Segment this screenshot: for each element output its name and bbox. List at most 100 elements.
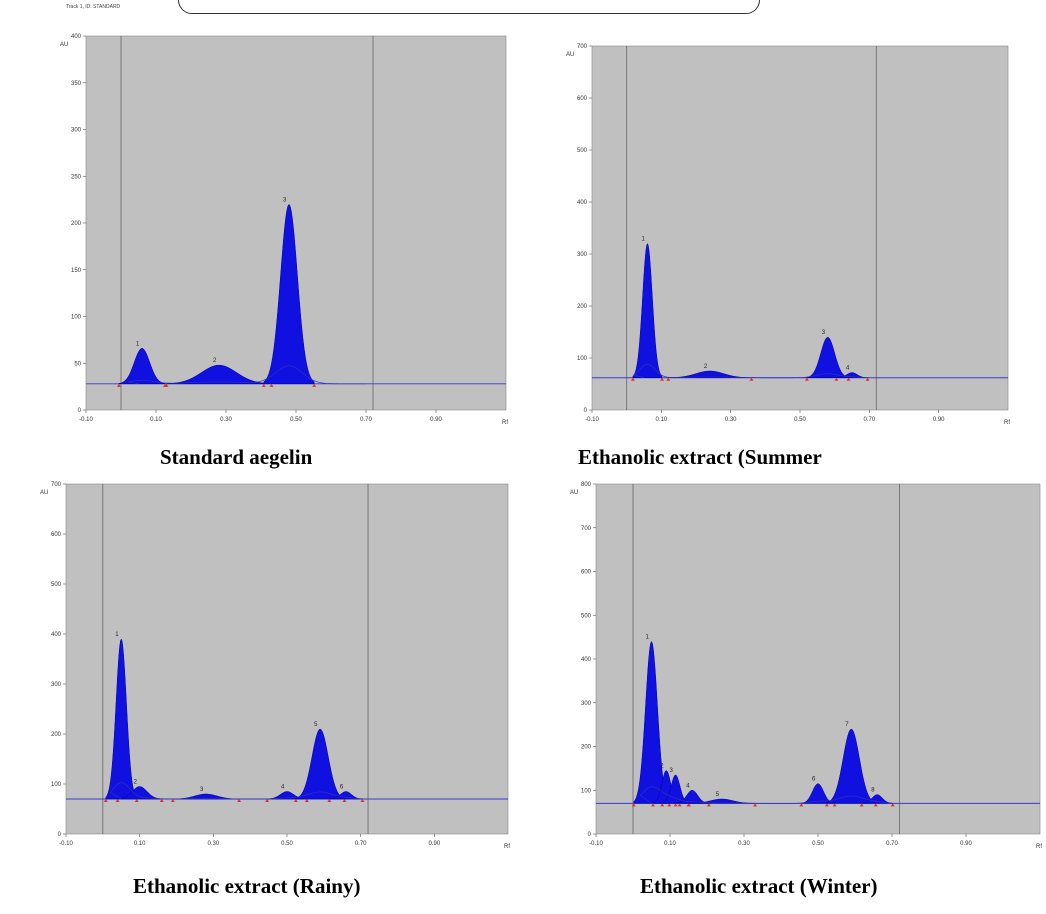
y-tick-label: 500 — [577, 148, 588, 154]
caption-summer: Ethanolic extract (Summer — [578, 445, 822, 469]
peak-boundary-marker — [360, 799, 365, 802]
y-tick-label: 50 — [74, 361, 81, 367]
peak-boundary-marker — [666, 377, 671, 381]
x-tick-label: 0.30 — [725, 417, 737, 423]
trace-line — [127, 365, 366, 385]
x-tick-label: 0.30 — [220, 417, 232, 423]
peak-1 — [105, 638, 137, 800]
peak-boundary-marker — [116, 383, 121, 387]
y-tick-label: 600 — [581, 570, 592, 576]
peak-boundary-marker — [269, 383, 274, 387]
chart-summer: 0 100 200 300 400 500 600 700 AU -0.10 0.10 0.30 0.5… — [562, 40, 1014, 428]
y-tick-label: 150 — [71, 268, 82, 274]
y-tick-label: 0 — [58, 832, 62, 838]
chart-standard-aegelin: 0 50 100 150 200 250 300 350 400 AU -0.10 0.10 0.30 0… — [56, 30, 512, 428]
trace-line — [639, 786, 893, 804]
x-tick-label: -0.10 — [59, 841, 73, 847]
peak-boundary-marker — [804, 377, 809, 381]
peak-boundary-marker — [834, 377, 839, 381]
peak-boundary-marker — [631, 803, 636, 807]
x-tick-label: 0.10 — [664, 841, 676, 847]
caption-rainy: Ethanolic extract (Rainy) — [133, 874, 361, 898]
peak-7 — [826, 728, 876, 804]
peak-3 — [263, 203, 315, 385]
peak-boundary-marker — [159, 799, 164, 802]
x-tick-label: -0.10 — [589, 841, 603, 847]
peak-label: 5 — [716, 792, 720, 798]
y-tick-label: 400 — [581, 657, 592, 663]
y-unit-label: AU — [570, 490, 578, 496]
peak-boundary-marker — [749, 377, 754, 381]
peak-boundary-marker — [706, 803, 711, 807]
chart-winter: 0 100 200 300 400 500 600 700 800 AU -0.10 0.10 0.30… — [566, 478, 1046, 852]
x-unit-label: Rf — [1004, 420, 1010, 426]
x-tick-label: 0.50 — [281, 841, 293, 847]
peak-boundary-marker — [686, 803, 691, 807]
peak-label: 1 — [646, 635, 650, 641]
peak-boundary-marker — [873, 803, 878, 807]
y-tick-label: 400 — [71, 34, 82, 40]
peak-5 — [295, 728, 345, 800]
y-tick-label: 500 — [581, 613, 592, 619]
peak-boundary-marker — [673, 803, 678, 807]
x-tick-label: 0.30 — [207, 841, 219, 847]
peak-boundary-marker — [824, 803, 829, 807]
y-tick-label: 100 — [51, 782, 62, 788]
peak-boundary-marker — [293, 799, 298, 802]
peak-label: 3 — [670, 768, 674, 774]
y-tick-label: 0 — [78, 408, 82, 414]
peak-boundary-marker — [846, 377, 851, 381]
peak-label: 4 — [846, 366, 850, 372]
plot-area — [65, 483, 509, 835]
x-tick-label: 0.90 — [960, 841, 972, 847]
peak-boundary-marker — [677, 803, 682, 807]
peak-1 — [632, 243, 663, 379]
x-tick-label: 0.50 — [290, 417, 302, 423]
y-tick-label: 100 — [71, 315, 82, 321]
y-tick-label: 0 — [584, 408, 588, 414]
peak-boundary-marker — [170, 799, 175, 802]
trace-line — [109, 782, 361, 800]
x-unit-label: Rf — [502, 420, 508, 426]
peak-label: 3 — [200, 787, 204, 793]
x-tick-label: 0.70 — [360, 417, 372, 423]
y-tick-label: 200 — [581, 745, 592, 751]
y-tick-label: 300 — [581, 701, 592, 707]
peak-boundary-marker — [265, 799, 270, 802]
x-unit-label: Rf — [504, 844, 510, 850]
peak-label: 2 — [134, 780, 138, 786]
peak-label: 2 — [660, 764, 664, 770]
y-tick-label: 700 — [577, 44, 588, 50]
plot-area — [595, 483, 1041, 835]
x-tick-label: 0.90 — [428, 841, 440, 847]
peak-boundary-marker — [753, 803, 758, 807]
peak-boundary-marker — [650, 803, 655, 807]
peak-boundary-marker — [859, 803, 864, 807]
y-tick-label: 600 — [577, 96, 588, 102]
x-tick-label: 0.10 — [150, 417, 162, 423]
plot-area — [591, 45, 1009, 411]
x-tick-label: 0.70 — [886, 841, 898, 847]
peak-boundary-marker — [342, 799, 347, 802]
peak-label: 2 — [213, 358, 217, 364]
x-tick-label: 0.10 — [134, 841, 146, 847]
caption-standard-aegelin: Standard aegelin — [160, 445, 313, 469]
chart-rainy: 0 100 200 300 400 500 600 700 AU -0.10 0.10 0.30 0.5… — [36, 478, 514, 852]
x-tick-label: 0.30 — [738, 841, 750, 847]
y-unit-label: AU — [40, 490, 48, 496]
y-tick-label: 100 — [577, 356, 588, 362]
peak-boundary-marker — [164, 383, 169, 387]
y-tick-label: 200 — [71, 221, 82, 227]
y-tick-label: 400 — [51, 632, 62, 638]
y-tick-label: 700 — [581, 526, 592, 532]
peak-label: 2 — [704, 364, 708, 370]
x-tick-label: 0.90 — [430, 417, 442, 423]
peak-boundary-marker — [890, 803, 895, 807]
peak-label: 4 — [686, 783, 690, 789]
y-tick-label: 0 — [588, 832, 592, 838]
peak-2 — [166, 364, 272, 385]
x-unit-label: Rf — [1036, 844, 1042, 850]
peak-boundary-marker — [660, 803, 665, 807]
x-tick-label: 0.70 — [863, 417, 875, 423]
peak-2 — [117, 786, 163, 800]
